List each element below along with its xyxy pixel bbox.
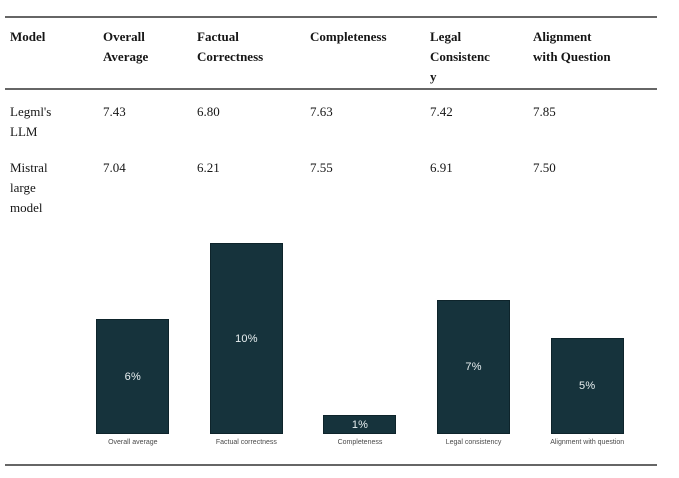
header-cell-alignment-with-question: Alignment with Question (533, 29, 611, 64)
improvement-bar-chart: 6% 10% 1% 7% 5% (76, 243, 644, 446)
bar-alignment-with-question: 5% (550, 338, 624, 434)
bar-category-label-factual-correctness: Factual correctness (215, 439, 277, 446)
bar-value-label: 7% (465, 361, 482, 373)
bar-value-label: 6% (124, 370, 141, 383)
bar-group-alignment-with-question: 5% (530, 243, 644, 434)
header-cell-overall-average: Overall Average (103, 29, 149, 64)
cell-model-name: Legml's LLM (10, 104, 52, 139)
bar-legal-consistency: 7% (437, 300, 511, 434)
bar-category-label-overall-average: Overall average (108, 439, 158, 446)
cell-alignment-with-question: 7.50 (533, 160, 556, 175)
bar-factual-correctness: 10% (209, 243, 283, 434)
bar-value-label: 10% (235, 332, 258, 345)
cell-model-name: Mistral large model (10, 160, 48, 215)
cell-legal-consistency: 7.42 (430, 104, 453, 119)
bottom-horizontal-rule (5, 464, 657, 466)
table-row-mistral-large: Mistral large model 7.04 6.21 7.55 6.91 … (5, 143, 657, 218)
bar-group-completeness: 1% (303, 243, 417, 434)
header-cell-factual-correctness: Factual Correctness (197, 29, 264, 64)
cell-legal-consistency: 6.91 (430, 160, 453, 175)
bar-overall-average: 6% (96, 319, 170, 434)
bar-group-overall-average: 6% (76, 243, 190, 434)
cell-overall-average: 7.04 (103, 160, 126, 175)
bar-value-label: 5% (579, 380, 596, 392)
bar-category-label-completeness: Completeness (337, 439, 383, 446)
bar-completeness: 1% (323, 415, 397, 434)
category-labels-row: Overall average Factual correctness Comp… (76, 439, 644, 446)
bar-group-factual-correctness: 10% (190, 243, 304, 434)
bar-group-legal-consistency: 7% (417, 243, 531, 434)
bar-category-label-alignment-with-question: Alignment with question (550, 439, 625, 446)
cell-factual-correctness: 6.21 (197, 160, 220, 175)
cell-overall-average: 7.43 (103, 104, 126, 119)
bar-category-label-legal-consistency: Legal consistency (445, 439, 502, 446)
header-cell-model: Model (10, 29, 46, 44)
cell-alignment-with-question: 7.85 (533, 104, 556, 119)
cell-factual-correctness: 6.80 (197, 104, 220, 119)
table-row-legml-llm: Legml's LLM 7.43 6.80 7.63 7.42 7.85 (5, 90, 657, 143)
bars-area: 6% 10% 1% 7% 5% (76, 243, 644, 434)
header-cell-completeness: Completeness (310, 29, 387, 44)
bar-value-label: 1% (351, 418, 369, 431)
cell-completeness: 7.55 (310, 160, 333, 175)
cell-completeness: 7.63 (310, 104, 333, 119)
table-header-row: Model Overall Average Factual Correctnes… (5, 16, 657, 90)
header-cell-legal-consistency: Legal Consistenc y (430, 29, 490, 84)
score-table: Model Overall Average Factual Correctnes… (5, 16, 657, 218)
